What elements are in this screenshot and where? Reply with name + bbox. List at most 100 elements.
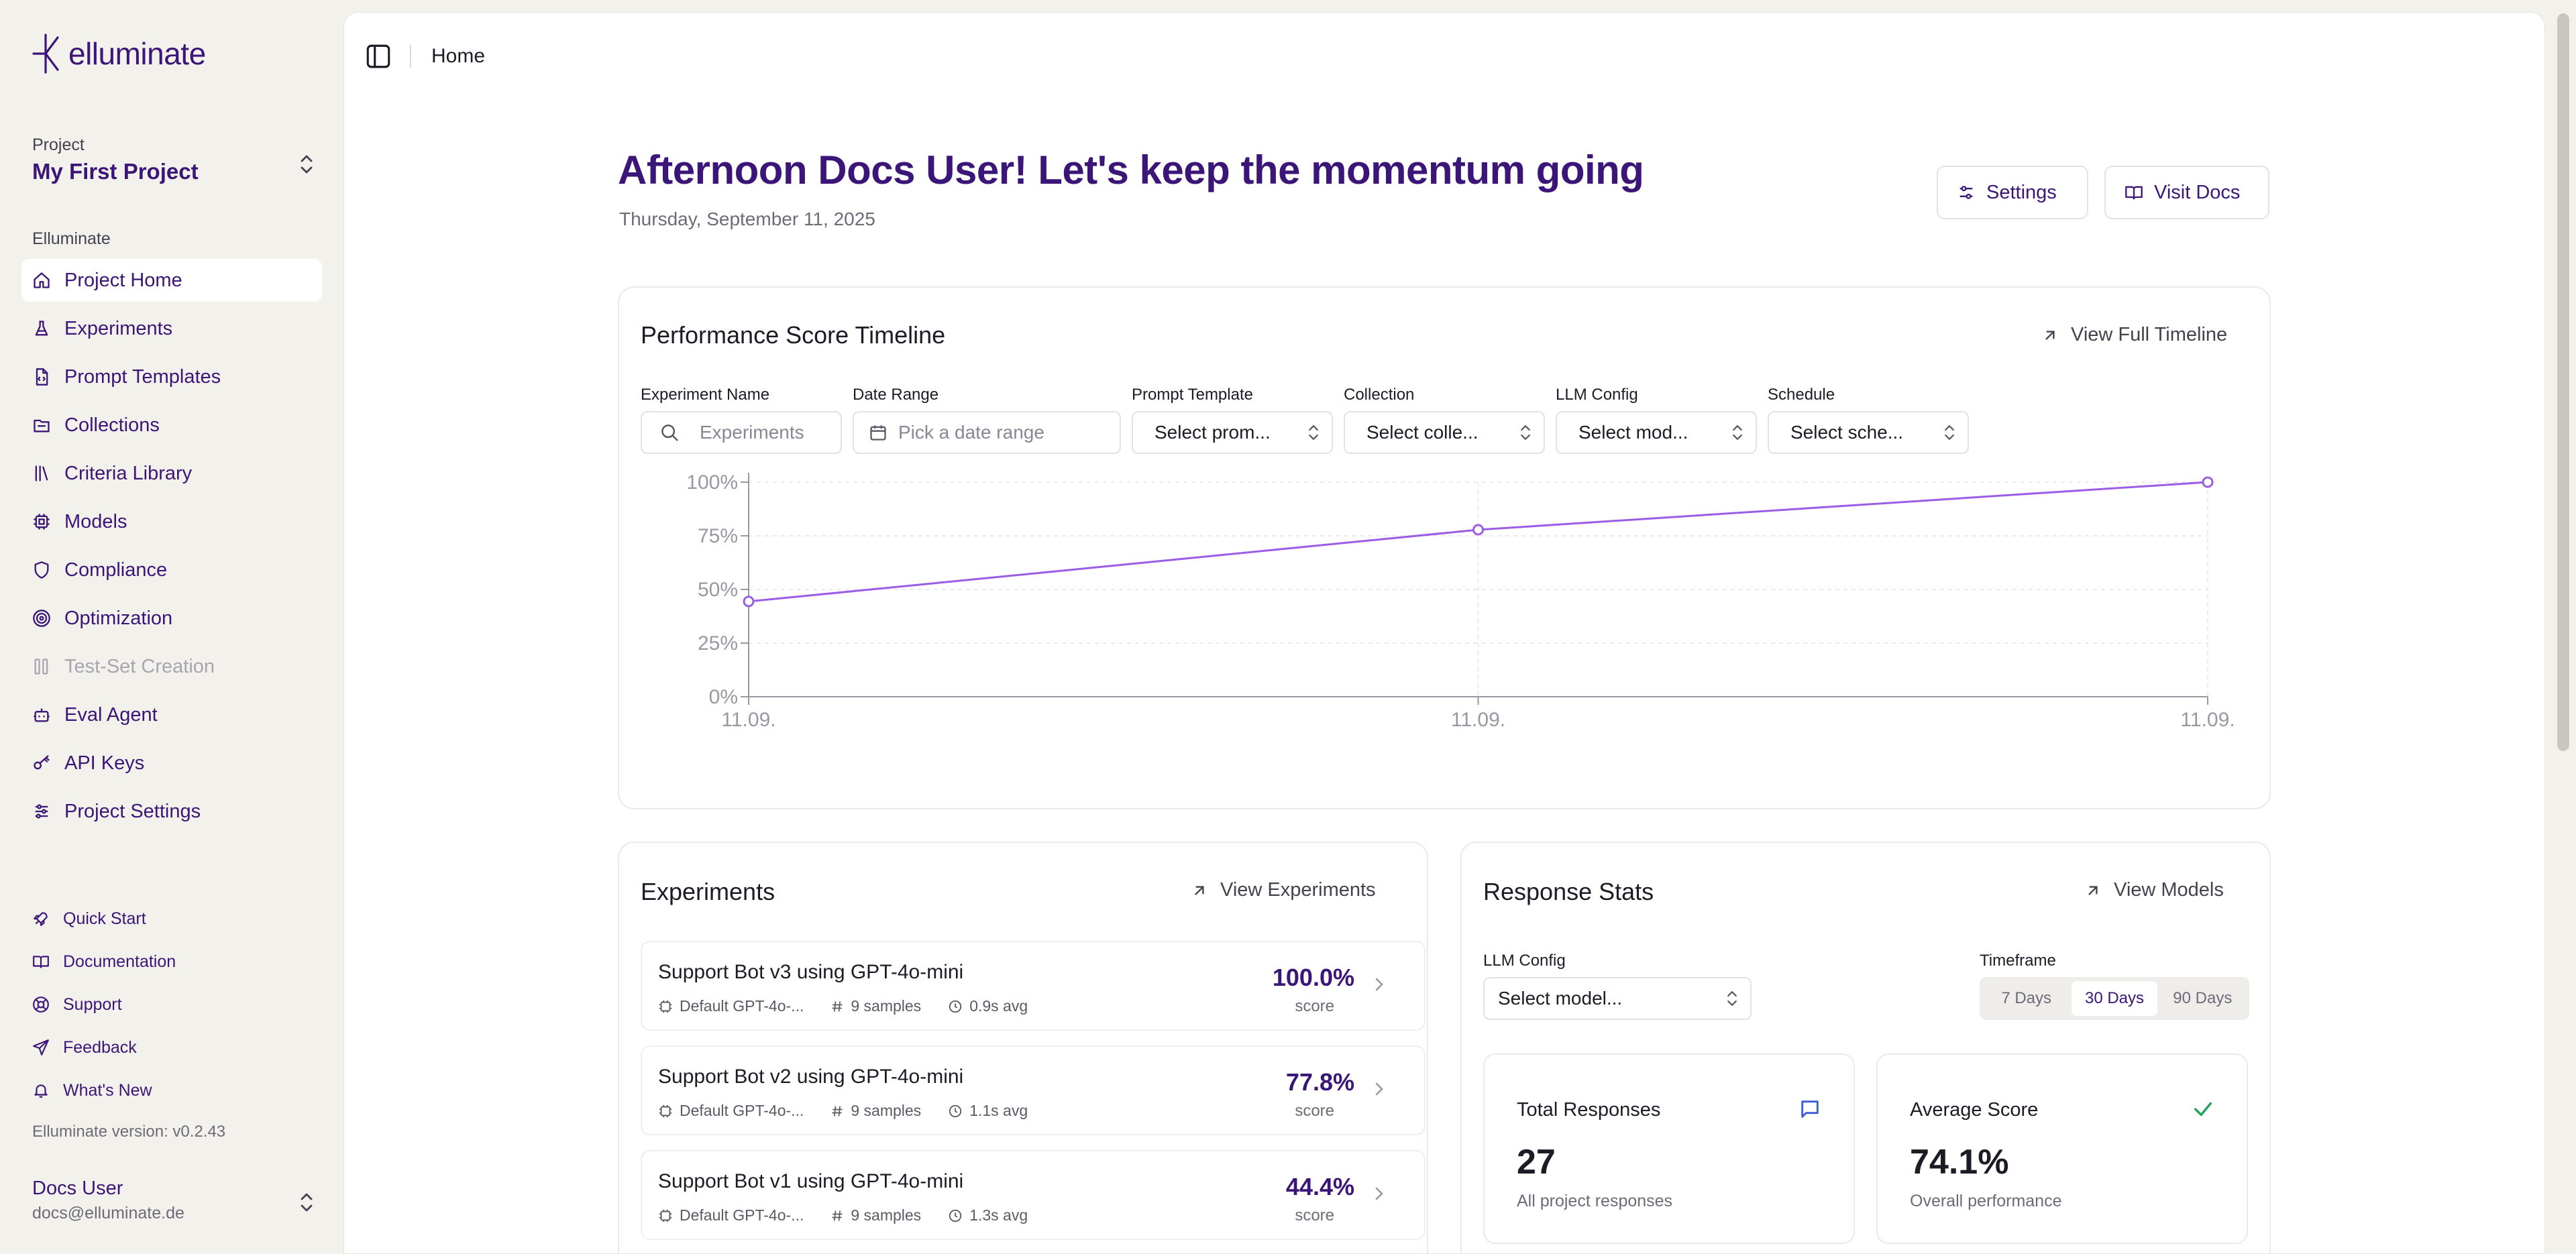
timeframe-toggle: 7 Days 30 Days 90 Days bbox=[1980, 977, 2249, 1020]
experiment-row[interactable]: Support Bot v1 using GPT-4o-mini Default… bbox=[641, 1150, 1426, 1240]
hash-icon bbox=[830, 1104, 844, 1118]
view-experiments-label: View Experiments bbox=[1220, 879, 1376, 901]
timeframe-7-days[interactable]: 7 Days bbox=[2001, 989, 2052, 1007]
topbar: Home bbox=[364, 40, 485, 73]
sidebar-item-label: Collections bbox=[64, 414, 160, 436]
llm-config-select[interactable]: Select mod... bbox=[1556, 411, 1757, 454]
experiment-config: Default GPT-4o-... bbox=[680, 1206, 804, 1224]
performance-timeline-card bbox=[618, 286, 2271, 809]
experiment-search-input[interactable]: Experiments bbox=[641, 411, 842, 454]
version-label: Elluminate version: v0.2.43 bbox=[32, 1123, 226, 1141]
stats-llm-config-value: Select model... bbox=[1498, 988, 1623, 1009]
experiment-samples: 9 samples bbox=[851, 1102, 922, 1119]
total-responses-sub: All project responses bbox=[1517, 1192, 1673, 1210]
sidebar-item-prompt-templates[interactable]: Prompt Templates bbox=[21, 355, 322, 398]
bot-icon bbox=[31, 704, 52, 726]
sidebar-item-collections[interactable]: Collections bbox=[21, 404, 322, 447]
timeframe-label: Timeframe bbox=[1980, 952, 2056, 970]
sidebar-item-support[interactable]: Support bbox=[21, 983, 322, 1026]
collection-label: Collection bbox=[1344, 386, 1415, 404]
visit-docs-button[interactable]: Visit Docs bbox=[2104, 166, 2269, 219]
experiments-title: Experiments bbox=[641, 878, 775, 905]
search-icon bbox=[659, 422, 680, 443]
project-switcher[interactable]: Project My First Project bbox=[32, 135, 314, 184]
sidebar-item-api-keys[interactable]: API Keys bbox=[21, 742, 322, 785]
sidebar-item-feedback[interactable]: Feedback bbox=[21, 1026, 322, 1069]
sidebar-toggle-icon[interactable] bbox=[364, 42, 392, 70]
prompt-template-value: Select prom... bbox=[1155, 422, 1271, 443]
average-score-sub: Overall performance bbox=[1910, 1192, 2062, 1210]
view-full-timeline-link[interactable]: View Full Timeline bbox=[2041, 324, 2227, 346]
schedule-select[interactable]: Select sche... bbox=[1768, 411, 1969, 454]
view-full-timeline-label: View Full Timeline bbox=[2071, 324, 2228, 345]
experiment-row[interactable]: Support Bot v3 using GPT-4o-mini Default… bbox=[641, 941, 1426, 1031]
prompt-template-select[interactable]: Select prom... bbox=[1132, 411, 1333, 454]
sidebar-item-label: Eval Agent bbox=[64, 703, 158, 726]
experiment-score: 100.0% bbox=[1272, 964, 1354, 991]
message-square-icon bbox=[1799, 1098, 1821, 1121]
total-responses-card: Total Responses 27 All project responses bbox=[1483, 1053, 1855, 1244]
bell-icon bbox=[31, 1080, 51, 1100]
experiment-score: 44.4% bbox=[1285, 1173, 1354, 1200]
sidebar-item-optimization[interactable]: Optimization bbox=[21, 597, 322, 640]
clock-icon bbox=[948, 999, 963, 1014]
date-range-picker[interactable]: Pick a date range bbox=[853, 411, 1121, 454]
hash-icon bbox=[830, 1209, 844, 1222]
cpu-icon bbox=[658, 1104, 673, 1119]
user-menu[interactable]: Docs User docs@elluminate.de bbox=[32, 1178, 314, 1223]
send-icon bbox=[31, 1037, 51, 1058]
project-name: My First Project bbox=[32, 159, 199, 184]
sidebar-item-test-set-creation[interactable]: Test-Set Creation bbox=[21, 645, 322, 688]
x-tick-label: 11.09. bbox=[721, 709, 775, 731]
experiment-score-label: score bbox=[1295, 1206, 1334, 1224]
sidebar-item-whats-new[interactable]: What's New bbox=[21, 1069, 322, 1112]
chevron-up-down-icon bbox=[1943, 423, 1955, 442]
view-models-link[interactable]: View Models bbox=[2084, 879, 2224, 901]
x-tick-label: 11.09. bbox=[2180, 709, 2235, 731]
stats-llm-config-select[interactable]: Select model... bbox=[1483, 977, 1752, 1020]
sidebar-item-experiments[interactable]: Experiments bbox=[21, 307, 322, 350]
cpu-icon bbox=[658, 999, 673, 1014]
y-tick-label: 50% bbox=[698, 579, 738, 601]
response-stats-title: Response Stats bbox=[1483, 878, 1654, 905]
llm-config-value: Select mod... bbox=[1578, 422, 1688, 443]
y-tick-label: 100% bbox=[686, 471, 738, 494]
sliders-icon bbox=[1957, 183, 1976, 202]
sidebar-item-project-home[interactable]: Project Home bbox=[21, 259, 322, 302]
home-icon bbox=[31, 270, 52, 291]
experiment-name: Support Bot v3 using GPT-4o-mini bbox=[658, 961, 964, 983]
experiment-samples: 9 samples bbox=[851, 997, 922, 1015]
sidebar-item-label: Feedback bbox=[63, 1037, 137, 1057]
chevron-up-down-icon bbox=[1307, 423, 1320, 442]
sidebar-item-eval-agent[interactable]: Eval Agent bbox=[21, 693, 322, 736]
timeframe-90-days[interactable]: 90 Days bbox=[2173, 989, 2233, 1007]
average-score-value: 74.1% bbox=[1910, 1143, 2009, 1182]
sidebar-item-models[interactable]: Models bbox=[21, 500, 322, 543]
sidebar-item-compliance[interactable]: Compliance bbox=[21, 549, 322, 591]
check-icon bbox=[2192, 1098, 2214, 1121]
sidebar-item-quick-start[interactable]: Quick Start bbox=[21, 897, 322, 940]
average-score-card: Average Score 74.1% Overall performance bbox=[1876, 1053, 2248, 1244]
stats-llm-config-label: LLM Config bbox=[1483, 952, 1566, 970]
collection-select[interactable]: Select colle... bbox=[1344, 411, 1545, 454]
data-point bbox=[1472, 524, 1484, 536]
settings-button-label: Settings bbox=[1986, 181, 2057, 203]
sidebar-item-label: Project Home bbox=[64, 269, 182, 291]
chevron-right-icon bbox=[1372, 1079, 1387, 1099]
scrollbar-thumb[interactable] bbox=[2557, 13, 2569, 751]
data-point bbox=[743, 595, 755, 608]
experiment-row[interactable]: Support Bot v2 using GPT-4o-mini Default… bbox=[641, 1045, 1426, 1135]
logo[interactable]: elluminate bbox=[31, 32, 206, 75]
view-experiments-link[interactable]: View Experiments bbox=[1191, 879, 1376, 901]
sidebar-item-label: Documentation bbox=[63, 952, 176, 971]
sidebar-item-documentation[interactable]: Documentation bbox=[21, 940, 322, 983]
performance-line-chart: 0% 25% 50% 75% 100% 11.09. 11.09. 11.09. bbox=[686, 471, 2235, 731]
sidebar-item-project-settings[interactable]: Project Settings bbox=[21, 790, 322, 833]
settings-button[interactable]: Settings bbox=[1937, 166, 2088, 219]
timeframe-30-days[interactable]: 30 Days bbox=[2072, 981, 2157, 1016]
chevron-up-down-icon bbox=[299, 153, 314, 176]
sidebar-item-label: What's New bbox=[63, 1080, 152, 1100]
experiment-name-label: Experiment Name bbox=[641, 386, 770, 404]
sidebar-item-criteria-library[interactable]: Criteria Library bbox=[21, 452, 322, 495]
sidebar-item-label: Criteria Library bbox=[64, 462, 193, 484]
